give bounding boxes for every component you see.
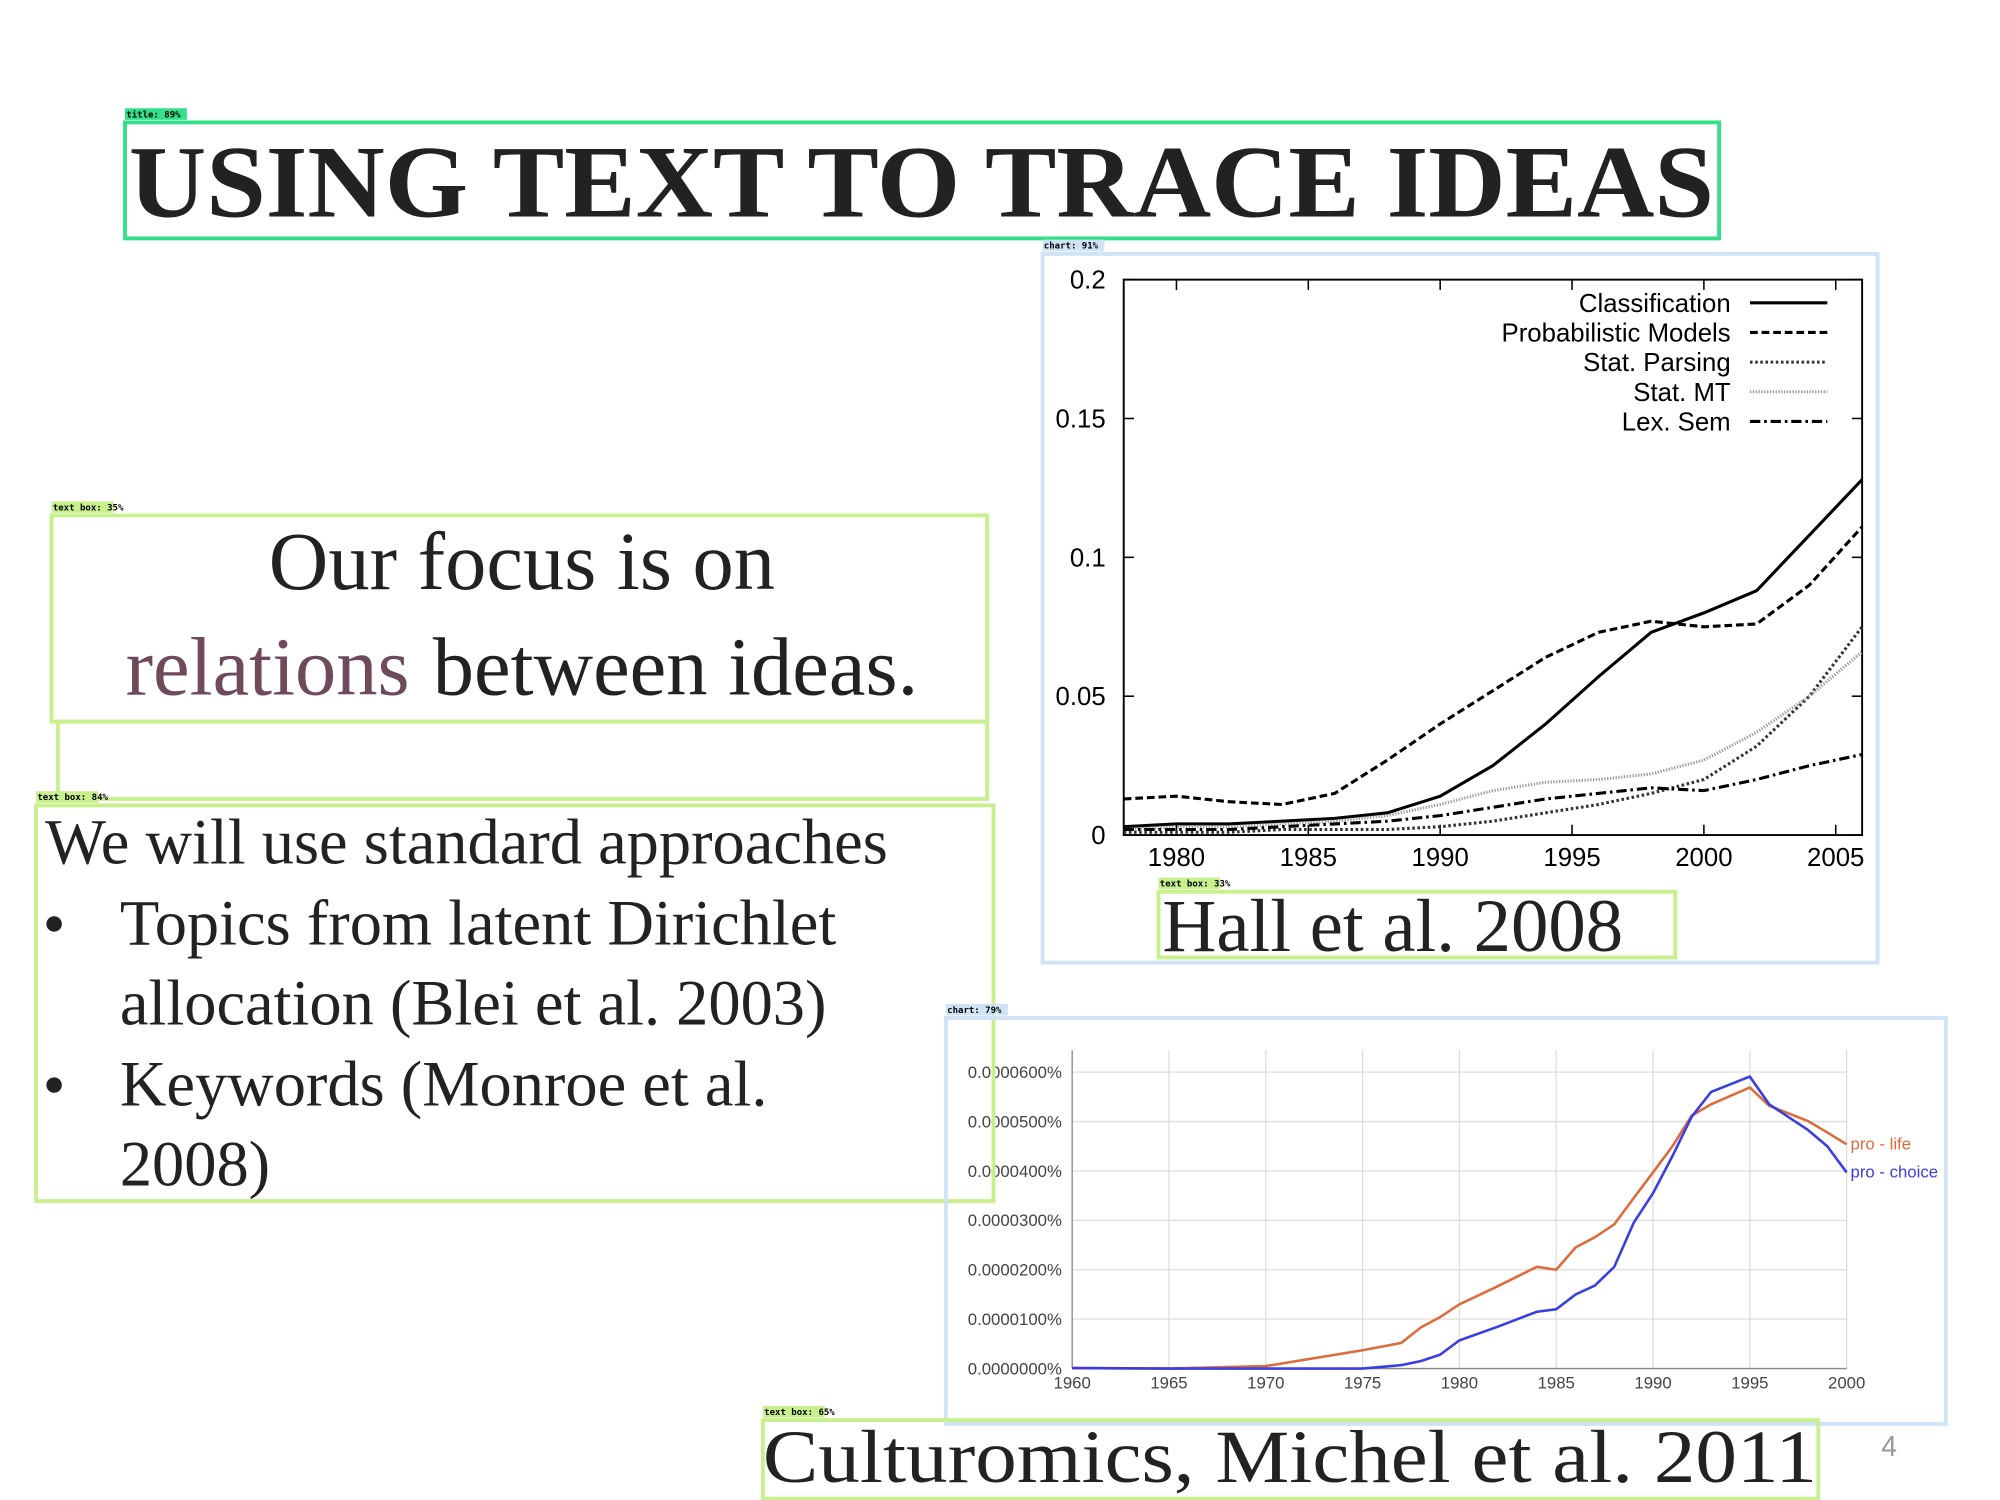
legend-label: Probabilistic Models [1502, 319, 1731, 347]
x-tick-label: 1965 [1150, 1374, 1187, 1393]
series-line [1123, 650, 1864, 832]
y-tick-label: 0.05 [1056, 683, 1106, 711]
x-tick-label: 1980 [1441, 1374, 1478, 1393]
series-line [1123, 525, 1864, 807]
x-tick-label: 1985 [1280, 844, 1337, 872]
plot-frame [1122, 278, 1864, 837]
x-tick-label: 1985 [1538, 1374, 1575, 1393]
detection-label: chart: 79% [947, 1006, 1002, 1016]
bullet [46, 1077, 62, 1093]
detection-tag [1042, 239, 1105, 252]
detection-tag [125, 108, 187, 120]
series-label: pro - life [1851, 1134, 1912, 1153]
bullet-text: allocation (Blei et al. 2003) [120, 967, 827, 1038]
x-tick-label: 2000 [1828, 1374, 1865, 1393]
x-tick-label: 1970 [1247, 1374, 1284, 1393]
focus-highlight: relations [126, 622, 410, 713]
detection-box [943, 1016, 1948, 1426]
x-tick-label: 2000 [1675, 844, 1732, 872]
y-tick-label: 0.0000500% [968, 1112, 1062, 1131]
detection-tag [1158, 877, 1221, 890]
x-tick-label: 1980 [1148, 844, 1205, 872]
detection-box [34, 803, 996, 1203]
bullet-text: 2008) [120, 1129, 270, 1200]
legend-label: Stat. MT [1633, 379, 1731, 407]
detection-label: text box: 35% [53, 503, 124, 513]
x-tick-label: 1995 [1543, 844, 1600, 872]
slide-title: USING TEXT TO TRACE IDEAS [129, 125, 1714, 239]
y-tick-label: 0.0000100% [968, 1310, 1062, 1329]
bullet-text: Topics from latent Dirichlet [120, 888, 837, 959]
detection-box [56, 719, 990, 801]
x-tick-label: 1975 [1344, 1374, 1381, 1393]
y-tick-label: 0.0000400% [968, 1162, 1062, 1181]
x-tick-label: 1990 [1634, 1374, 1671, 1393]
detection-box [1040, 251, 1880, 965]
x-tick-label: 1995 [1731, 1374, 1768, 1393]
detection-box [123, 120, 1722, 241]
y-tick-label: 0.0000600% [968, 1063, 1062, 1082]
y-tick-label: 0.2 [1070, 267, 1106, 295]
detection-tag [36, 791, 98, 803]
detection-tag [945, 1003, 1008, 1016]
y-tick-label: 0.0000000% [968, 1359, 1062, 1378]
legend-label: Classification [1579, 290, 1731, 318]
y-tick-label: 0.0000300% [968, 1211, 1062, 1230]
detection-box [1156, 889, 1678, 960]
series-line [1123, 752, 1863, 832]
series-line [1072, 1085, 1848, 1370]
caption: Hall et al. 2008 [1162, 885, 1623, 968]
bullet-text: Keywords (Monroe et al. [120, 1049, 768, 1120]
x-tick-label: 2005 [1807, 844, 1864, 872]
series-label: pro - choice [1851, 1163, 1939, 1182]
y-tick-label: 0 [1091, 822, 1105, 850]
detection-tag [51, 501, 114, 513]
focus-line: Our focus is on [269, 516, 775, 607]
detection-box [760, 1418, 1821, 1500]
legend-label: Stat. Parsing [1583, 349, 1731, 377]
x-tick-label: 1990 [1412, 844, 1469, 872]
focus-rest: between ideas. [433, 622, 918, 713]
detection-label: title: 89% [126, 109, 181, 120]
legend-label: Lex. Sem [1622, 408, 1731, 436]
body-intro: We will use standard approaches [45, 806, 888, 877]
detection-tag [762, 1405, 825, 1418]
y-tick-label: 0.0000200% [968, 1261, 1062, 1280]
y-tick-label: 0.15 [1056, 406, 1106, 434]
y-tick-label: 0.1 [1070, 544, 1106, 572]
detection-label: chart: 91% [1044, 242, 1099, 252]
focus-line: relations between ideas. [126, 622, 919, 713]
series-line [1072, 1075, 1848, 1370]
detection-label: text box: 84% [37, 793, 108, 803]
detection-label: text box: 65% [764, 1408, 835, 1418]
x-tick-label: 1960 [1054, 1374, 1091, 1393]
caption: Culturomics, Michel et al. 2011 [763, 1416, 1817, 1499]
detection-label: text box: 33% [1160, 880, 1231, 890]
series-line [1123, 478, 1864, 829]
bullet [46, 916, 62, 932]
page-number: 4 [1881, 1431, 1897, 1463]
